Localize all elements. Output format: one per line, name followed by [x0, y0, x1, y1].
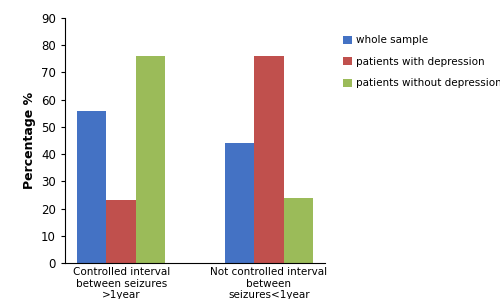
Bar — [77, 111, 106, 263]
Y-axis label: Percentage %: Percentage % — [22, 92, 36, 189]
Bar — [106, 200, 136, 263]
Bar — [136, 56, 166, 263]
Legend: whole sample, patients with depression, patients without depression: whole sample, patients with depression, … — [343, 35, 500, 88]
Bar — [224, 143, 254, 263]
Bar — [254, 56, 284, 263]
Bar — [284, 198, 313, 263]
